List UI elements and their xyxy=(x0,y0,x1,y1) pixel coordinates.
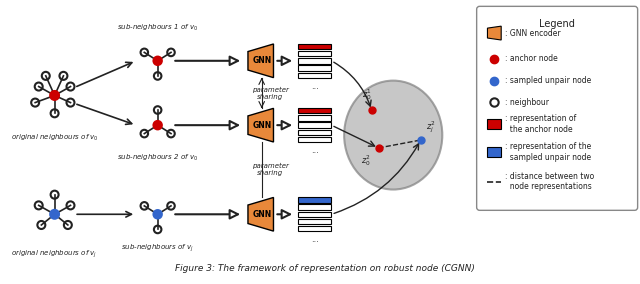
Text: GNN: GNN xyxy=(253,210,272,219)
Text: sub-neighbours 2 of $v_0$: sub-neighbours 2 of $v_0$ xyxy=(117,153,198,163)
Polygon shape xyxy=(488,26,501,40)
Polygon shape xyxy=(248,44,273,78)
Text: parameter
sharing: parameter sharing xyxy=(252,86,289,99)
FancyBboxPatch shape xyxy=(298,58,332,64)
Ellipse shape xyxy=(344,81,442,189)
FancyBboxPatch shape xyxy=(298,219,332,224)
FancyBboxPatch shape xyxy=(298,72,332,78)
Text: : GNN encoder: : GNN encoder xyxy=(505,29,561,37)
Text: ...: ... xyxy=(311,235,319,244)
Text: Figure 3: The framework of representation on robust node (CGNN): Figure 3: The framework of representatio… xyxy=(175,264,474,273)
Bar xyxy=(488,147,501,157)
FancyBboxPatch shape xyxy=(298,115,332,121)
Circle shape xyxy=(50,91,59,100)
Text: : neighbour: : neighbour xyxy=(505,98,549,107)
Text: : representation of the
  sampled unpair node: : representation of the sampled unpair n… xyxy=(505,142,591,162)
Text: ...: ... xyxy=(311,82,319,91)
Text: $z_j^2$: $z_j^2$ xyxy=(426,120,436,135)
FancyBboxPatch shape xyxy=(298,51,332,56)
Text: sub-neighbours 1 of $v_0$: sub-neighbours 1 of $v_0$ xyxy=(117,23,198,33)
Text: original neighbours of $v_j$: original neighbours of $v_j$ xyxy=(12,249,98,260)
Text: parameter
sharing: parameter sharing xyxy=(252,163,289,176)
FancyBboxPatch shape xyxy=(298,44,332,49)
Circle shape xyxy=(154,57,162,65)
Polygon shape xyxy=(248,197,273,231)
Text: : sampled unpair node: : sampled unpair node xyxy=(505,76,591,85)
Bar xyxy=(488,119,501,129)
Text: $z_0^2$: $z_0^2$ xyxy=(361,153,371,168)
FancyBboxPatch shape xyxy=(298,130,332,135)
FancyBboxPatch shape xyxy=(298,108,332,113)
Circle shape xyxy=(154,210,162,218)
Text: $z_0^1$: $z_0^1$ xyxy=(362,87,372,103)
Text: : representation of
  the anchor node: : representation of the anchor node xyxy=(505,114,577,134)
Circle shape xyxy=(50,210,59,219)
Text: GNN: GNN xyxy=(253,56,272,65)
Text: : anchor node: : anchor node xyxy=(505,54,558,63)
FancyBboxPatch shape xyxy=(298,122,332,128)
Text: Legend: Legend xyxy=(540,19,575,29)
FancyBboxPatch shape xyxy=(298,204,332,210)
FancyBboxPatch shape xyxy=(477,6,637,210)
Text: original neighbours of $v_0$: original neighbours of $v_0$ xyxy=(11,133,99,143)
FancyBboxPatch shape xyxy=(298,65,332,71)
FancyBboxPatch shape xyxy=(298,212,332,217)
FancyBboxPatch shape xyxy=(298,226,332,231)
Polygon shape xyxy=(248,108,273,142)
Circle shape xyxy=(154,121,162,130)
FancyBboxPatch shape xyxy=(298,197,332,202)
Text: : distance between two
  node representations: : distance between two node representati… xyxy=(505,172,595,191)
FancyBboxPatch shape xyxy=(298,137,332,142)
Text: sub-neighbours of $v_j$: sub-neighbours of $v_j$ xyxy=(121,242,194,254)
Text: GNN: GNN xyxy=(253,121,272,130)
Text: ...: ... xyxy=(311,146,319,155)
